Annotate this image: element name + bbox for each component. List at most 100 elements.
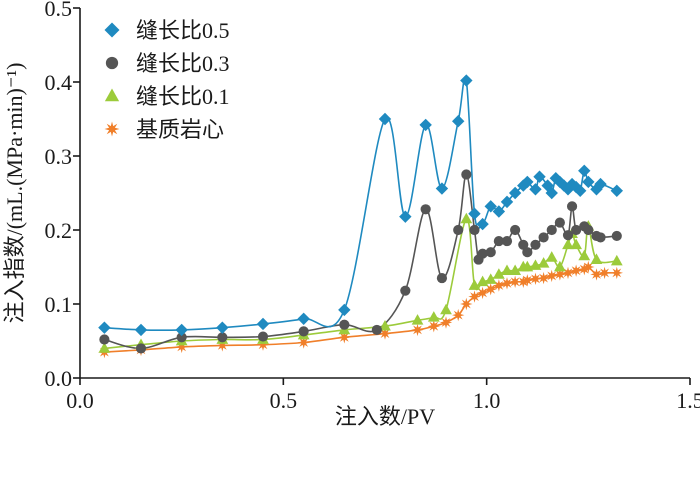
data-point-0 [508, 186, 522, 200]
y-tick-label: 0.0 [45, 366, 73, 391]
data-point-0 [98, 321, 111, 334]
data-point-1 [595, 232, 606, 243]
data-point-1 [469, 224, 480, 236]
x-axis-title: 注入数/PV [335, 404, 435, 429]
data-point-1 [485, 247, 496, 258]
data-point-2 [379, 320, 391, 331]
data-point-1 [176, 332, 187, 343]
data-point-3 [460, 297, 473, 311]
series-line-1 [104, 173, 617, 350]
data-point-2 [553, 260, 566, 272]
x-tick-label: 1.5 [676, 388, 700, 413]
series-line-0 [104, 76, 618, 331]
data-point-0 [256, 317, 270, 331]
data-point-3 [569, 264, 583, 277]
y-tick-label: 0.4 [45, 70, 73, 95]
data-point-3 [468, 290, 481, 303]
data-point-3 [561, 266, 575, 280]
data-point-1 [257, 331, 269, 342]
x-tick-label: 1.0 [473, 388, 501, 413]
data-point-0 [533, 170, 546, 183]
data-point-0 [500, 195, 514, 209]
data-point-3 [439, 316, 453, 329]
data-point-3 [521, 274, 534, 287]
legend-label-3: 基质岩心 [136, 117, 224, 142]
data-point-1 [217, 332, 228, 343]
data-point-2 [501, 264, 513, 276]
data-point-1 [510, 224, 521, 236]
legend-marker-2 [104, 88, 120, 102]
data-point-3 [590, 268, 603, 281]
data-point-1 [530, 239, 541, 250]
series-markers [98, 74, 623, 359]
data-point-1 [566, 201, 578, 212]
y-tick-label: 0.1 [45, 292, 73, 317]
data-point-2 [570, 238, 583, 250]
data-point-2 [610, 254, 623, 266]
data-point-1 [477, 248, 488, 259]
data-point-3 [508, 275, 522, 288]
data-point-0 [399, 210, 412, 223]
data-point-0 [549, 172, 562, 185]
data-point-2 [590, 253, 603, 264]
data-point-3 [529, 272, 542, 285]
data-point-2 [484, 273, 497, 284]
data-point-3 [598, 266, 611, 280]
data-point-1 [538, 232, 549, 243]
data-point-2 [492, 268, 505, 279]
data-point-1 [298, 326, 309, 337]
x-tick-label: 0.5 [270, 388, 298, 413]
data-point-2 [98, 342, 111, 353]
y-tick-label: 0.5 [45, 0, 73, 21]
data-point-0 [545, 186, 558, 200]
data-point-1 [522, 247, 533, 258]
data-point-3 [492, 279, 506, 292]
data-point-0 [297, 312, 310, 325]
data-point-1 [371, 324, 382, 335]
data-point-0 [338, 303, 351, 317]
data-point-0 [574, 184, 587, 197]
data-point-0 [553, 175, 567, 189]
data-point-2 [411, 314, 424, 325]
data-point-0 [484, 200, 497, 213]
legend-marker-3 [104, 121, 120, 137]
data-point-0 [492, 205, 506, 218]
data-point-1 [99, 334, 110, 345]
data-point-1 [546, 224, 557, 236]
legend-label-2: 缝长比0.1 [136, 84, 230, 109]
y-axis-title: 注入指数/(mL.(MPa·min)⁻¹) [2, 63, 27, 324]
legend-label-0: 缝长比0.5 [136, 18, 230, 43]
data-point-0 [517, 179, 530, 192]
data-point-2 [545, 251, 558, 262]
data-point-1 [501, 236, 513, 247]
data-point-1 [461, 169, 472, 180]
data-point-2 [460, 212, 473, 224]
data-point-3 [537, 271, 550, 285]
data-point-1 [436, 273, 448, 284]
data-point-3 [610, 266, 623, 280]
data-point-0 [468, 207, 481, 220]
data-point-2 [509, 264, 522, 276]
legend-marker-0 [104, 22, 120, 38]
data-point-1 [583, 224, 594, 236]
data-point-0 [419, 118, 432, 132]
data-point-0 [460, 74, 473, 87]
data-point-1 [135, 343, 147, 354]
data-point-3 [452, 308, 465, 322]
data-point-0 [610, 184, 623, 197]
data-point-1 [493, 236, 504, 247]
data-point-3 [545, 269, 558, 283]
data-point-2 [440, 303, 452, 315]
data-point-1 [562, 230, 574, 241]
data-point-2 [537, 257, 550, 268]
data-point-1 [339, 319, 350, 330]
data-point-0 [521, 175, 534, 189]
data-point-1 [611, 230, 622, 242]
data-point-1 [420, 204, 431, 215]
x-tick-label: 0.0 [66, 388, 94, 413]
data-point-0 [594, 177, 607, 191]
y-tick-label: 0.3 [45, 144, 73, 169]
data-point-0 [476, 217, 489, 231]
data-point-1 [554, 217, 565, 228]
